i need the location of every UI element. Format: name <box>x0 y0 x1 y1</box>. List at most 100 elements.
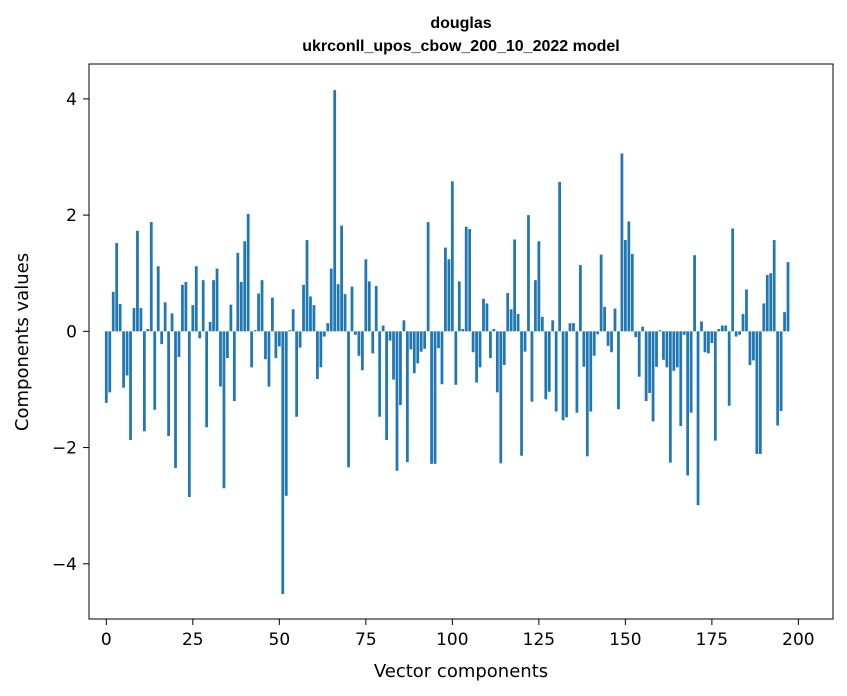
x-tick-label: 100 <box>436 630 468 650</box>
bar <box>603 306 606 332</box>
bar <box>696 331 700 506</box>
bar <box>333 90 337 332</box>
bar <box>122 331 125 388</box>
bar <box>125 331 129 376</box>
bar <box>181 284 184 332</box>
bar <box>153 331 157 410</box>
bar <box>271 297 274 332</box>
bar <box>495 331 499 393</box>
bar <box>381 325 385 332</box>
bar <box>651 331 655 422</box>
bar <box>395 331 399 471</box>
bar <box>617 331 620 410</box>
bar <box>298 331 302 348</box>
bar <box>482 298 485 332</box>
bar <box>215 268 219 332</box>
bar <box>194 266 198 332</box>
bar <box>523 331 527 352</box>
bar <box>104 331 108 403</box>
bar <box>752 331 755 361</box>
bar <box>430 331 433 464</box>
bar <box>644 331 648 402</box>
bar <box>253 330 257 332</box>
bar <box>537 241 541 332</box>
bar <box>326 323 330 332</box>
bar <box>779 331 783 411</box>
bar <box>201 280 205 332</box>
bar <box>118 304 122 332</box>
bar <box>682 331 686 335</box>
bar <box>520 331 523 456</box>
x-tick-label: 150 <box>609 630 641 650</box>
bar <box>634 331 638 338</box>
bar <box>461 329 465 332</box>
bar <box>464 226 468 332</box>
bar <box>738 331 741 335</box>
bar <box>599 254 603 332</box>
plot-frame <box>88 63 834 620</box>
x-tick-label: 0 <box>101 630 112 650</box>
bar <box>416 331 420 364</box>
bar <box>267 331 271 387</box>
bar <box>132 308 136 332</box>
bars-group <box>104 90 790 595</box>
bar <box>662 331 665 360</box>
bar <box>177 331 181 357</box>
bar <box>748 331 752 366</box>
bar <box>530 331 534 402</box>
bar <box>426 222 430 332</box>
bar <box>783 312 786 332</box>
bar <box>405 331 409 463</box>
bar <box>630 254 634 332</box>
bar <box>710 331 714 343</box>
bar <box>419 331 423 352</box>
bar <box>575 331 579 413</box>
bar <box>620 153 624 332</box>
bar <box>295 331 299 417</box>
bar <box>360 331 364 371</box>
bar <box>129 331 132 441</box>
bar <box>444 247 447 332</box>
y-tick-label: 2 <box>66 206 77 226</box>
bar <box>734 331 738 337</box>
bar <box>762 303 766 332</box>
bar <box>433 331 437 464</box>
bar <box>250 331 254 368</box>
bar <box>350 286 354 332</box>
bar <box>693 255 696 332</box>
bar <box>309 296 312 332</box>
bar <box>637 331 641 377</box>
bar <box>527 215 530 332</box>
bar <box>627 221 631 332</box>
bar <box>485 303 489 332</box>
bar <box>232 331 236 402</box>
bar <box>713 331 717 441</box>
bar <box>540 316 544 332</box>
bar <box>765 274 769 332</box>
bar <box>239 281 243 332</box>
bar <box>731 228 735 332</box>
bar <box>592 331 596 356</box>
bar <box>170 313 174 332</box>
bar <box>492 329 496 332</box>
y-axis-ticks: −4 −2 0 2 4 <box>52 90 89 575</box>
bar <box>222 331 226 489</box>
bar <box>447 259 451 332</box>
bar <box>755 331 759 454</box>
bar <box>772 240 776 332</box>
bar <box>471 331 475 353</box>
bar <box>741 313 745 332</box>
bar <box>378 331 382 417</box>
bar <box>357 331 361 356</box>
bar <box>454 331 458 385</box>
bar <box>568 323 572 332</box>
bar <box>720 325 724 332</box>
bar <box>478 331 482 368</box>
bar <box>457 281 461 332</box>
bar <box>668 331 672 463</box>
bar <box>149 222 153 332</box>
bar <box>191 305 195 332</box>
bar <box>246 213 250 332</box>
x-tick-label: 200 <box>782 630 814 650</box>
bar <box>769 273 773 332</box>
